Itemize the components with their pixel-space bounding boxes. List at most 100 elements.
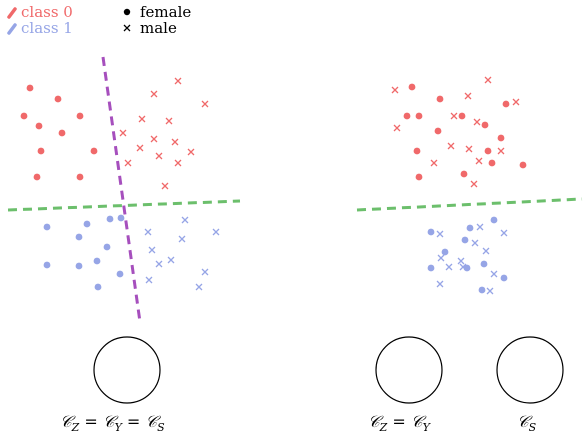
point (76, 173, 84, 181)
point (150, 135, 158, 143)
point (103, 243, 111, 251)
point (497, 134, 505, 142)
right-class-boundary (356, 197, 583, 212)
point (54, 95, 62, 103)
point (138, 115, 146, 123)
female-marker-icon (123, 8, 131, 16)
point (478, 286, 486, 294)
class1-swatch-icon (7, 23, 17, 35)
point (201, 100, 209, 108)
point (458, 112, 466, 120)
point (161, 182, 169, 190)
right-class1-female-points (427, 216, 508, 294)
point (461, 236, 469, 244)
point (500, 229, 508, 237)
point (413, 147, 421, 155)
left-class1-male-points (144, 216, 220, 291)
point (35, 122, 43, 130)
point (415, 173, 423, 181)
point (33, 173, 41, 181)
right-panel: 𝒞Z = 𝒞Y 𝒞S (356, 76, 583, 434)
point (447, 142, 455, 150)
point (119, 129, 127, 137)
point (116, 270, 124, 278)
point (37, 147, 45, 155)
point (150, 90, 158, 98)
point (466, 224, 474, 232)
point (497, 147, 505, 155)
legend: class 0 class 1 female male (7, 3, 191, 37)
point (58, 129, 66, 137)
left-cluster-circle (93, 336, 161, 404)
point (476, 223, 484, 231)
point (500, 274, 508, 282)
point (391, 86, 399, 94)
right-caption-zy: 𝒞Z = 𝒞Y (368, 412, 432, 434)
point (94, 283, 102, 291)
point (171, 138, 179, 146)
left-class0-male-points (119, 77, 209, 190)
legend-class0: class 0 (7, 3, 73, 21)
point (436, 280, 444, 288)
point (75, 233, 83, 241)
point (106, 215, 114, 223)
point (457, 257, 465, 265)
point (441, 248, 449, 256)
left-panel: 𝒞Z = 𝒞Y = 𝒞S (7, 56, 241, 434)
point (117, 214, 125, 222)
point (465, 145, 473, 153)
point (187, 148, 195, 156)
right-class0-male-points (391, 76, 520, 188)
male-label: male (140, 19, 177, 37)
point (436, 95, 444, 103)
point (437, 254, 445, 262)
point (83, 220, 91, 228)
point (76, 112, 84, 120)
point (460, 170, 468, 178)
point (488, 159, 496, 167)
left-class1-female-points (43, 214, 125, 291)
male-marker-icon (123, 24, 131, 32)
legend-class1: class 1 (7, 19, 73, 37)
legend-male: male (123, 19, 177, 37)
point (450, 112, 458, 120)
point (484, 76, 492, 84)
point (427, 264, 435, 272)
point (43, 223, 51, 231)
left-caption: 𝒞Z = 𝒞Y = 𝒞S (60, 412, 165, 434)
point (403, 112, 411, 120)
point (212, 228, 220, 236)
point (195, 283, 203, 291)
point (512, 98, 520, 106)
class1-label: class 1 (21, 19, 73, 37)
point (459, 263, 467, 271)
point (155, 260, 163, 268)
point (445, 263, 453, 271)
point (434, 127, 442, 135)
point (470, 180, 478, 188)
right-class1-male-points (436, 223, 508, 295)
point (482, 247, 490, 255)
class0-swatch-icon (7, 7, 17, 19)
point (484, 147, 492, 155)
point (43, 261, 51, 269)
point (408, 83, 416, 91)
legend-female: female (123, 3, 191, 21)
point (475, 157, 483, 165)
point (26, 84, 34, 92)
point (486, 287, 494, 295)
point (427, 228, 435, 236)
point (90, 147, 98, 155)
point (519, 161, 527, 169)
point (174, 159, 182, 167)
female-label: female (140, 3, 191, 21)
point (464, 92, 472, 100)
point (145, 276, 153, 284)
point (174, 77, 182, 85)
point (167, 256, 175, 264)
point (155, 152, 163, 160)
point (181, 216, 189, 224)
point (178, 235, 186, 243)
right-caption-s: 𝒞S (517, 412, 537, 434)
left-class-boundary (7, 199, 241, 212)
